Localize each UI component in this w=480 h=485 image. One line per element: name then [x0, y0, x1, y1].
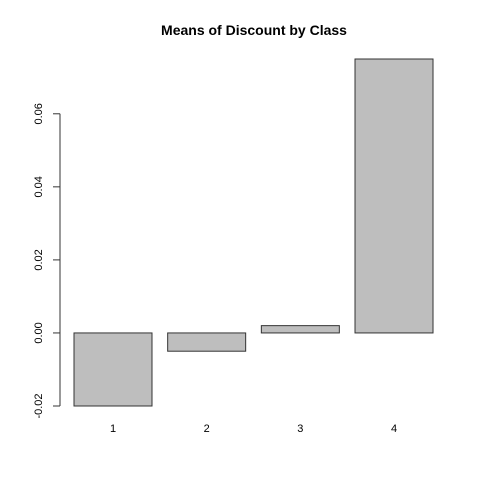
- x-tick-label: 1: [110, 423, 116, 435]
- bar-4: [354, 58, 434, 334]
- bar-2: [167, 332, 247, 352]
- y-tick-label: 0.06: [33, 103, 45, 124]
- bar-3: [260, 325, 340, 334]
- x-axis-labels: 1 2 3 4: [110, 423, 397, 435]
- chart-title: Means of Discount by Class: [161, 22, 347, 38]
- bar-1: [73, 332, 153, 407]
- x-tick-label: 3: [297, 423, 303, 435]
- y-axis: -0.02 0.00 0.02 0.04 0.06: [33, 103, 61, 419]
- bars-layer: [73, 58, 434, 407]
- x-tick-label: 4: [391, 423, 397, 435]
- y-tick-label: -0.02: [33, 393, 45, 418]
- x-tick-label: 2: [204, 423, 210, 435]
- y-tick-label: 0.00: [33, 322, 45, 343]
- y-tick-label: 0.02: [33, 249, 45, 270]
- y-tick-label: 0.04: [33, 176, 45, 197]
